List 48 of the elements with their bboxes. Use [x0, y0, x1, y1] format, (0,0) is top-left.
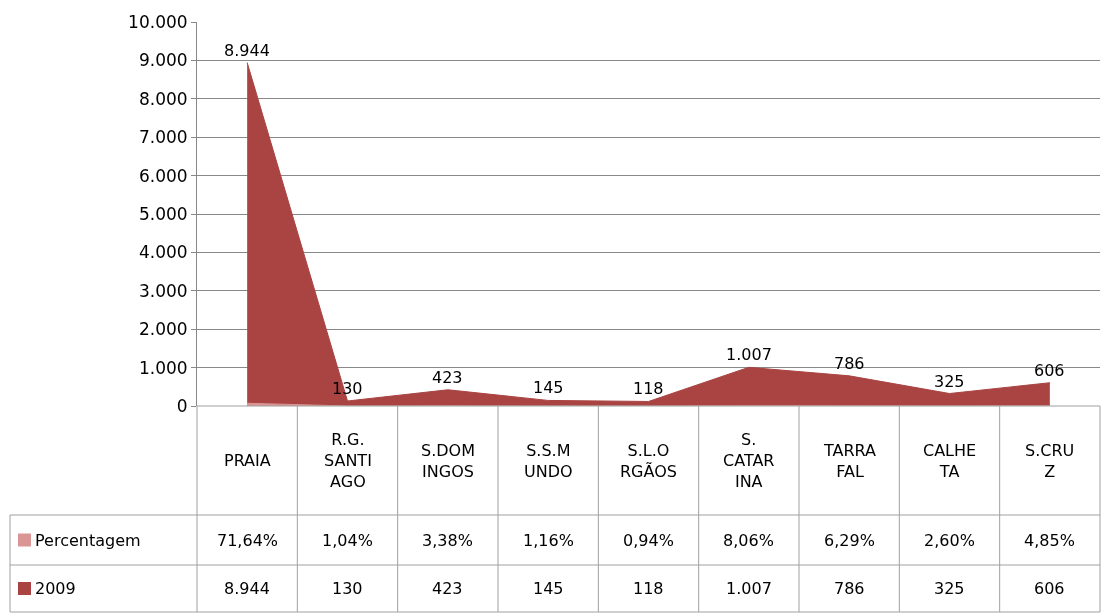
text: 1.007 — [726, 345, 772, 364]
x-tick-label: S.S.MUNDO — [524, 441, 573, 481]
y-tick-label: 6.000 — [138, 165, 188, 186]
data-label: 325 — [934, 579, 965, 598]
legend-label: Percentagem — [35, 531, 141, 550]
data-label: 118 — [633, 579, 664, 598]
data-label: 786 — [834, 579, 865, 598]
y-tick-label: 10.000 — [128, 11, 188, 32]
x-tick-label: S.L.ORGÃOS — [620, 441, 677, 481]
x-tick-label: PRAIA — [224, 451, 271, 470]
text: 423 — [432, 368, 463, 387]
y-tick-label: 5.000 — [138, 203, 188, 224]
x-tick-label: CALHETA — [923, 441, 977, 481]
text: 606 — [1034, 361, 1065, 380]
x-tick-label: S.CRUZ — [1025, 441, 1075, 481]
data-label: 4,85% — [1024, 531, 1075, 550]
data-label: 130 — [332, 579, 363, 598]
x-tick-label: S. CATARINA — [723, 430, 775, 491]
y-tick-label: 3.000 — [138, 280, 188, 301]
data-label: 606 — [1034, 579, 1065, 598]
data-label: 1,16% — [523, 531, 574, 550]
data-label: 3,38% — [422, 531, 473, 550]
data-label: 1.007 — [726, 579, 772, 598]
y-tick-label: 8.000 — [138, 88, 188, 109]
y-tick-label: 1.000 — [138, 357, 188, 378]
y-tick-label: 0 — [176, 395, 188, 416]
text: 786 — [834, 354, 865, 373]
text: 325 — [934, 372, 965, 391]
data-label: 71,64% — [217, 531, 279, 550]
data-label: 8.944 — [224, 579, 270, 598]
text: 8.944 — [224, 41, 270, 60]
y-tick-label: 2.000 — [138, 319, 188, 340]
x-tick-label: R.G. SANTIAGO — [324, 430, 372, 491]
legend-label: 2009 — [35, 579, 76, 598]
x-tick-label: TARRAFAL — [823, 441, 877, 481]
data-label: 6,29% — [824, 531, 875, 550]
data-label: 0,94% — [623, 531, 674, 550]
y-tick-label: 4.000 — [138, 242, 188, 263]
x-tick-label: S.DOMINGOS — [421, 441, 475, 481]
data-label: 145 — [533, 579, 564, 598]
y-tick-label: 9.000 — [138, 50, 188, 71]
data-label: 2,60% — [924, 531, 975, 550]
data-label: 423 — [432, 579, 463, 598]
data-label: 8,06% — [723, 531, 774, 550]
y-tick-label: 7.000 — [138, 127, 188, 148]
text: 145 — [533, 378, 564, 397]
data-label: 1,04% — [322, 531, 373, 550]
text: 118 — [633, 379, 664, 398]
